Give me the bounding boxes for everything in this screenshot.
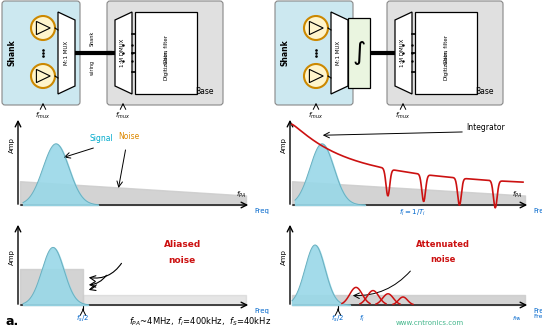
Text: Shank: Shank: [281, 40, 289, 66]
FancyBboxPatch shape: [107, 1, 223, 105]
Circle shape: [304, 64, 328, 88]
Text: 1:M DMUX: 1:M DMUX: [401, 39, 405, 67]
FancyBboxPatch shape: [275, 1, 353, 105]
Text: M:1 MUX: M:1 MUX: [337, 41, 341, 65]
Text: Digitization: Digitization: [443, 48, 448, 80]
Polygon shape: [115, 12, 132, 94]
Polygon shape: [309, 69, 323, 83]
Polygon shape: [36, 21, 50, 35]
Text: $f_{PA}$: $f_{PA}$: [512, 190, 522, 200]
Polygon shape: [395, 12, 412, 94]
Text: $f_{PA}$~4MHz,  $f_i$=400kHz,  $f_S$=40kHz: $f_{PA}$~4MHz, $f_i$=400kHz, $f_S$=40kHz: [129, 315, 271, 328]
Text: Gain, filter: Gain, filter: [164, 35, 169, 64]
Text: Signal: Signal: [90, 134, 114, 143]
Text: 1:M DMUX: 1:M DMUX: [120, 39, 126, 67]
FancyBboxPatch shape: [2, 1, 80, 105]
Polygon shape: [331, 12, 348, 94]
Text: Shank: Shank: [90, 31, 95, 46]
Bar: [415, 12, 477, 94]
Text: Attenuated: Attenuated: [416, 240, 470, 249]
Text: www.cntronics.com: www.cntronics.com: [396, 320, 464, 326]
Text: Amp: Amp: [9, 138, 15, 154]
Text: $f_{mux}$: $f_{mux}$: [115, 111, 131, 121]
Text: M:1 MUX: M:1 MUX: [63, 41, 68, 65]
Text: $f_i$: $f_i$: [359, 314, 365, 324]
Text: noise: noise: [430, 255, 455, 264]
Text: $f_{PA}$: $f_{PA}$: [512, 314, 522, 323]
Text: a.: a.: [6, 315, 20, 328]
Text: Gain, filter: Gain, filter: [443, 35, 448, 64]
Text: $\int$: $\int$: [352, 39, 366, 67]
FancyBboxPatch shape: [387, 1, 503, 105]
Text: Digitization: Digitization: [164, 48, 169, 80]
Text: Shank: Shank: [8, 40, 16, 66]
Text: $f_s/2$: $f_s/2$: [76, 314, 89, 324]
Text: wiring: wiring: [90, 60, 95, 75]
Text: $f_{mux}$: $f_{mux}$: [395, 111, 411, 121]
Text: $f_i=1/T_i$: $f_i=1/T_i$: [399, 208, 425, 218]
Text: Amp: Amp: [9, 249, 15, 265]
Text: Noise: Noise: [118, 132, 139, 141]
Polygon shape: [58, 12, 75, 94]
Text: Aliased: Aliased: [164, 240, 201, 249]
Text: Freq: Freq: [254, 308, 269, 314]
Text: Freq: Freq: [254, 208, 269, 214]
Circle shape: [304, 16, 328, 40]
Text: Freq: Freq: [533, 308, 542, 314]
Circle shape: [31, 64, 55, 88]
Text: noise: noise: [169, 256, 196, 265]
Polygon shape: [36, 69, 50, 83]
Text: $f_{mux}$: $f_{mux}$: [35, 111, 50, 121]
Text: Integrator: Integrator: [466, 123, 505, 132]
Text: $f_{PA}$: $f_{PA}$: [236, 190, 246, 200]
Text: Amp: Amp: [281, 138, 287, 154]
Bar: [135, 12, 197, 94]
Text: Base: Base: [196, 88, 214, 97]
Text: Freq: Freq: [533, 314, 542, 319]
Text: $f_{mux}$: $f_{mux}$: [308, 111, 324, 121]
Text: Amp: Amp: [281, 249, 287, 265]
Text: Freq: Freq: [533, 208, 542, 214]
Text: $f_s/2$: $f_s/2$: [332, 314, 345, 324]
Bar: [348, 18, 370, 88]
Polygon shape: [309, 21, 323, 35]
Text: Base: Base: [476, 88, 494, 97]
Circle shape: [31, 16, 55, 40]
